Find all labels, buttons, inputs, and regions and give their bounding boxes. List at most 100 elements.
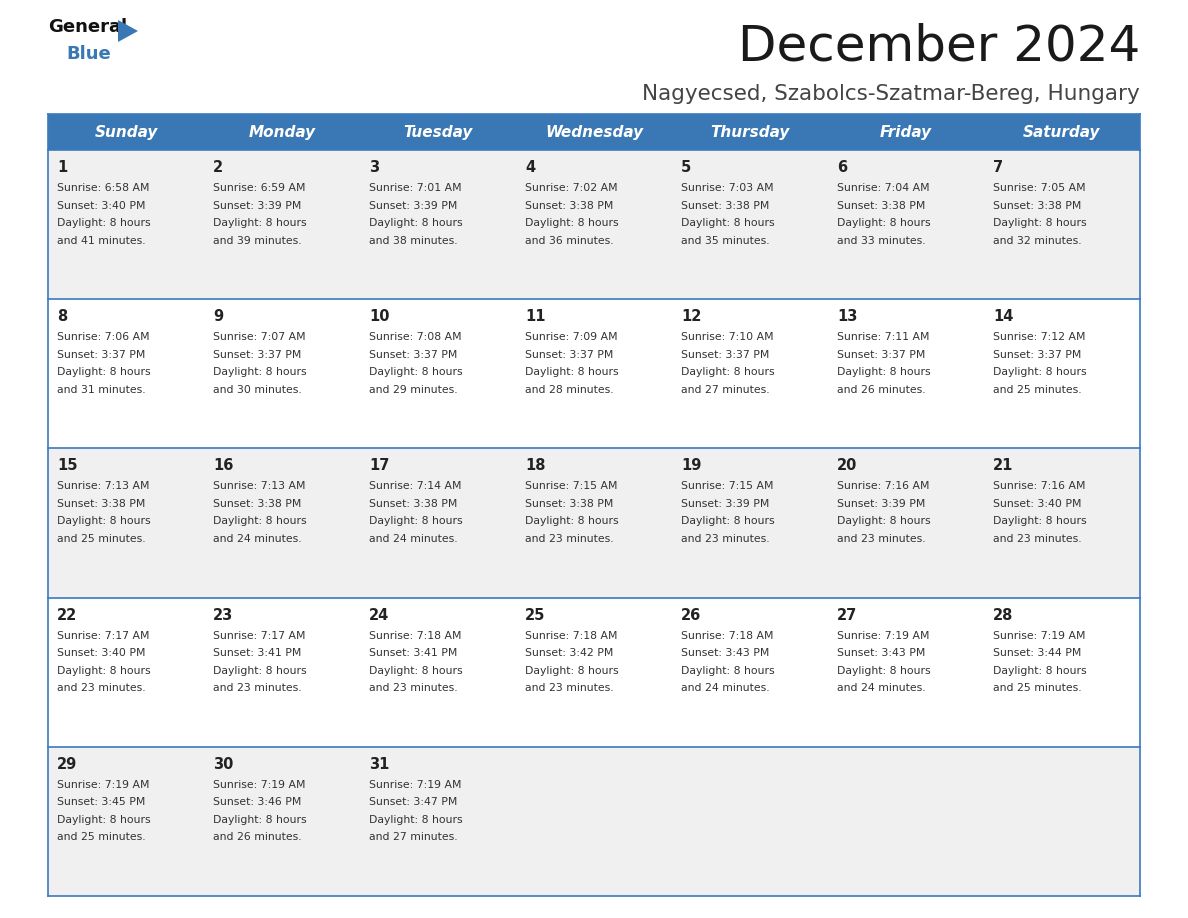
Text: Sunset: 3:37 PM: Sunset: 3:37 PM <box>213 350 302 360</box>
Text: Daylight: 8 hours: Daylight: 8 hours <box>681 666 775 676</box>
Text: Sunset: 3:46 PM: Sunset: 3:46 PM <box>213 798 302 807</box>
Text: 20: 20 <box>838 458 858 474</box>
Text: Daylight: 8 hours: Daylight: 8 hours <box>213 666 307 676</box>
Text: General: General <box>48 18 127 36</box>
Text: Sunset: 3:45 PM: Sunset: 3:45 PM <box>57 798 145 807</box>
Text: 10: 10 <box>369 309 390 324</box>
Text: Sunset: 3:39 PM: Sunset: 3:39 PM <box>369 200 457 210</box>
Text: and 41 minutes.: and 41 minutes. <box>57 236 146 245</box>
Text: Daylight: 8 hours: Daylight: 8 hours <box>525 367 619 377</box>
Text: Sunset: 3:39 PM: Sunset: 3:39 PM <box>213 200 302 210</box>
Text: Sunset: 3:37 PM: Sunset: 3:37 PM <box>525 350 613 360</box>
Text: and 39 minutes.: and 39 minutes. <box>213 236 302 245</box>
Text: and 23 minutes.: and 23 minutes. <box>525 534 614 543</box>
Text: Sunset: 3:37 PM: Sunset: 3:37 PM <box>369 350 457 360</box>
Text: Daylight: 8 hours: Daylight: 8 hours <box>57 367 151 377</box>
Polygon shape <box>118 20 138 42</box>
Text: Daylight: 8 hours: Daylight: 8 hours <box>681 517 775 526</box>
Text: Sunrise: 7:10 AM: Sunrise: 7:10 AM <box>681 332 773 342</box>
Text: Daylight: 8 hours: Daylight: 8 hours <box>213 517 307 526</box>
Text: Sunrise: 7:16 AM: Sunrise: 7:16 AM <box>993 481 1086 491</box>
Text: Sunset: 3:38 PM: Sunset: 3:38 PM <box>57 498 145 509</box>
Bar <box>48 448 1140 598</box>
Text: Sunrise: 7:05 AM: Sunrise: 7:05 AM <box>993 183 1086 193</box>
Text: 30: 30 <box>213 756 233 772</box>
Text: Sunrise: 7:17 AM: Sunrise: 7:17 AM <box>57 631 150 641</box>
Text: and 31 minutes.: and 31 minutes. <box>57 385 146 395</box>
Bar <box>48 598 1140 747</box>
Bar <box>48 150 1140 299</box>
Text: Daylight: 8 hours: Daylight: 8 hours <box>213 218 307 228</box>
Text: Sunset: 3:38 PM: Sunset: 3:38 PM <box>213 498 302 509</box>
Text: December 2024: December 2024 <box>738 22 1140 70</box>
Text: and 23 minutes.: and 23 minutes. <box>993 534 1081 543</box>
Text: 12: 12 <box>681 309 701 324</box>
Text: 17: 17 <box>369 458 390 474</box>
Text: Daylight: 8 hours: Daylight: 8 hours <box>369 218 462 228</box>
Text: Sunset: 3:37 PM: Sunset: 3:37 PM <box>681 350 770 360</box>
Text: Sunrise: 7:12 AM: Sunrise: 7:12 AM <box>993 332 1086 342</box>
Text: 2: 2 <box>213 160 223 175</box>
Text: Sunset: 3:39 PM: Sunset: 3:39 PM <box>681 498 770 509</box>
Text: Daylight: 8 hours: Daylight: 8 hours <box>57 815 151 824</box>
Text: Sunrise: 7:19 AM: Sunrise: 7:19 AM <box>838 631 929 641</box>
Text: and 23 minutes.: and 23 minutes. <box>681 534 770 543</box>
Text: Daylight: 8 hours: Daylight: 8 hours <box>369 517 462 526</box>
Text: Daylight: 8 hours: Daylight: 8 hours <box>993 517 1087 526</box>
Text: Daylight: 8 hours: Daylight: 8 hours <box>57 517 151 526</box>
Text: 19: 19 <box>681 458 701 474</box>
Text: Sunset: 3:40 PM: Sunset: 3:40 PM <box>57 200 145 210</box>
Text: Daylight: 8 hours: Daylight: 8 hours <box>993 666 1087 676</box>
Text: Sunset: 3:37 PM: Sunset: 3:37 PM <box>838 350 925 360</box>
Text: 25: 25 <box>525 608 545 622</box>
Text: and 33 minutes.: and 33 minutes. <box>838 236 925 245</box>
Text: Sunrise: 7:19 AM: Sunrise: 7:19 AM <box>993 631 1086 641</box>
Text: 1: 1 <box>57 160 68 175</box>
Text: Sunset: 3:38 PM: Sunset: 3:38 PM <box>525 200 613 210</box>
Text: Sunrise: 7:11 AM: Sunrise: 7:11 AM <box>838 332 929 342</box>
Text: 13: 13 <box>838 309 858 324</box>
Text: Daylight: 8 hours: Daylight: 8 hours <box>369 815 462 824</box>
Text: Sunrise: 7:02 AM: Sunrise: 7:02 AM <box>525 183 618 193</box>
Text: and 27 minutes.: and 27 minutes. <box>681 385 770 395</box>
Text: Sunset: 3:38 PM: Sunset: 3:38 PM <box>993 200 1081 210</box>
Text: Daylight: 8 hours: Daylight: 8 hours <box>838 367 930 377</box>
Text: Daylight: 8 hours: Daylight: 8 hours <box>681 367 775 377</box>
Text: and 32 minutes.: and 32 minutes. <box>993 236 1081 245</box>
Text: Nagyecsed, Szabolcs-Szatmar-Bereg, Hungary: Nagyecsed, Szabolcs-Szatmar-Bereg, Hunga… <box>643 84 1140 104</box>
Text: and 25 minutes.: and 25 minutes. <box>57 833 146 843</box>
Text: 5: 5 <box>681 160 691 175</box>
Text: Sunset: 3:42 PM: Sunset: 3:42 PM <box>525 648 613 658</box>
Text: Sunset: 3:44 PM: Sunset: 3:44 PM <box>993 648 1081 658</box>
Text: and 23 minutes.: and 23 minutes. <box>57 683 146 693</box>
Text: Sunset: 3:37 PM: Sunset: 3:37 PM <box>993 350 1081 360</box>
Text: 15: 15 <box>57 458 77 474</box>
Text: 22: 22 <box>57 608 77 622</box>
Text: Daylight: 8 hours: Daylight: 8 hours <box>838 666 930 676</box>
Text: Sunrise: 7:19 AM: Sunrise: 7:19 AM <box>213 779 305 789</box>
Text: 8: 8 <box>57 309 68 324</box>
Text: 4: 4 <box>525 160 535 175</box>
Text: Sunrise: 7:03 AM: Sunrise: 7:03 AM <box>681 183 773 193</box>
Text: Sunrise: 7:17 AM: Sunrise: 7:17 AM <box>213 631 305 641</box>
Text: Sunset: 3:40 PM: Sunset: 3:40 PM <box>57 648 145 658</box>
Text: Sunrise: 7:18 AM: Sunrise: 7:18 AM <box>369 631 461 641</box>
Text: Sunset: 3:47 PM: Sunset: 3:47 PM <box>369 798 457 807</box>
Text: Sunset: 3:38 PM: Sunset: 3:38 PM <box>369 498 457 509</box>
Text: Sunrise: 7:06 AM: Sunrise: 7:06 AM <box>57 332 150 342</box>
Text: and 28 minutes.: and 28 minutes. <box>525 385 614 395</box>
Text: 7: 7 <box>993 160 1003 175</box>
Text: and 30 minutes.: and 30 minutes. <box>213 385 302 395</box>
Text: Daylight: 8 hours: Daylight: 8 hours <box>525 218 619 228</box>
Text: Sunrise: 7:18 AM: Sunrise: 7:18 AM <box>681 631 773 641</box>
Text: Sunrise: 7:19 AM: Sunrise: 7:19 AM <box>57 779 150 789</box>
Text: and 24 minutes.: and 24 minutes. <box>681 683 770 693</box>
Text: 18: 18 <box>525 458 545 474</box>
Text: Sunset: 3:37 PM: Sunset: 3:37 PM <box>57 350 145 360</box>
Text: Sunrise: 7:13 AM: Sunrise: 7:13 AM <box>213 481 305 491</box>
Text: Sunset: 3:41 PM: Sunset: 3:41 PM <box>369 648 457 658</box>
Text: Sunrise: 7:14 AM: Sunrise: 7:14 AM <box>369 481 461 491</box>
Text: Sunrise: 6:58 AM: Sunrise: 6:58 AM <box>57 183 150 193</box>
Text: and 26 minutes.: and 26 minutes. <box>213 833 302 843</box>
Text: Sunrise: 7:04 AM: Sunrise: 7:04 AM <box>838 183 930 193</box>
